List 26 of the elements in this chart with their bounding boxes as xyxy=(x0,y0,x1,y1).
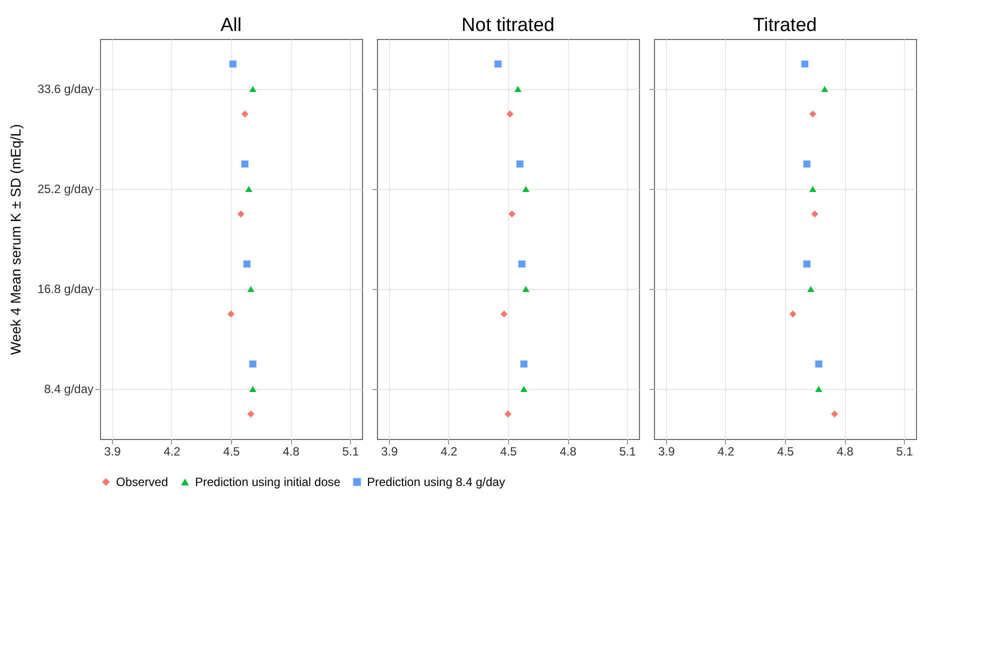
x-tick-label: 4.2 xyxy=(718,444,735,458)
x-tick-label: 3.9 xyxy=(104,444,122,458)
x-tick-label: 5.1 xyxy=(896,444,914,458)
x-tick-label: 3.9 xyxy=(658,444,676,458)
y-tick-label: 33.6 g/day xyxy=(37,82,94,96)
x-tick-label: 4.5 xyxy=(500,444,518,458)
legend-label: Observed xyxy=(116,475,168,489)
x-tick-label: 4.2 xyxy=(164,444,181,458)
y-tick-label: 8.4 g/day xyxy=(44,382,94,396)
x-tick-label: 4.8 xyxy=(560,444,577,458)
legend-label: Prediction using initial dose xyxy=(195,475,341,489)
y-axis-title: Week 4 Mean serum K ± SD (mEq/L) xyxy=(7,124,24,355)
x-tick-label: 4.5 xyxy=(223,444,240,458)
chart-title: Titrated xyxy=(753,15,817,36)
y-tick-label: 16.8 g/day xyxy=(37,282,94,296)
legend-label: Prediction using 8.4 g/day xyxy=(367,475,506,489)
x-tick-label: 3.9 xyxy=(381,444,398,458)
x-tick-label: 5.1 xyxy=(619,444,636,458)
chart-title: Not titrated xyxy=(462,15,554,36)
chart-title: All xyxy=(220,15,242,36)
y-tick-label: 25.2 g/day xyxy=(37,182,94,196)
x-tick-label: 4.8 xyxy=(282,444,300,458)
x-tick-label: 4.2 xyxy=(440,444,458,458)
x-tick-label: 5.1 xyxy=(342,444,360,458)
x-tick-label: 4.5 xyxy=(777,444,794,458)
x-tick-label: 4.8 xyxy=(836,444,854,458)
